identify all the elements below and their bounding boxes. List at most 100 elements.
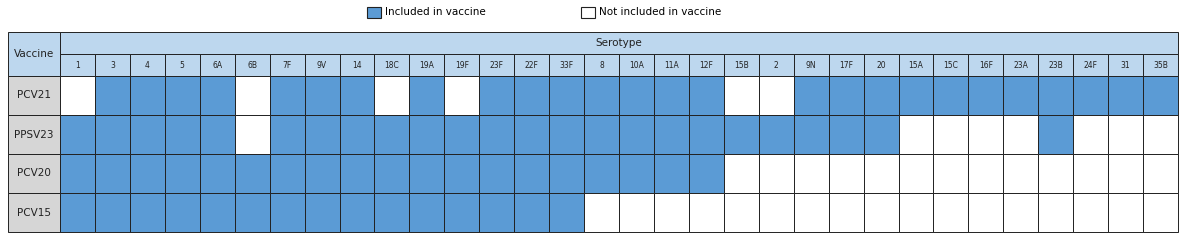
Bar <box>1108 154 1144 193</box>
Text: 6B: 6B <box>248 60 257 69</box>
Text: 19A: 19A <box>419 60 434 69</box>
Bar <box>305 154 339 193</box>
Bar <box>934 115 968 154</box>
Text: 24F: 24F <box>1083 60 1097 69</box>
Bar <box>828 115 864 154</box>
Text: 11A: 11A <box>664 60 679 69</box>
Bar <box>514 54 549 76</box>
Bar <box>339 76 374 115</box>
Text: 1: 1 <box>75 60 79 69</box>
Bar <box>1144 54 1178 76</box>
Bar <box>898 115 934 154</box>
Bar <box>1004 154 1038 193</box>
Bar <box>934 154 968 193</box>
Bar <box>1038 154 1074 193</box>
Text: 3: 3 <box>110 60 115 69</box>
Bar <box>619 154 654 193</box>
Bar <box>619 193 654 232</box>
Bar <box>584 115 619 154</box>
Text: PCV21: PCV21 <box>17 91 51 100</box>
Bar <box>619 115 654 154</box>
Bar <box>619 54 654 76</box>
Text: 14: 14 <box>352 60 361 69</box>
Bar <box>1108 193 1144 232</box>
Bar <box>549 115 584 154</box>
Bar <box>968 54 1004 76</box>
Bar <box>1108 115 1144 154</box>
Text: 4: 4 <box>145 60 149 69</box>
Bar <box>200 154 235 193</box>
Bar <box>479 54 514 76</box>
Bar <box>549 54 584 76</box>
Bar <box>1144 154 1178 193</box>
Bar <box>374 193 409 232</box>
Bar <box>828 193 864 232</box>
Bar <box>968 193 1004 232</box>
Bar <box>305 193 339 232</box>
Bar <box>934 76 968 115</box>
Text: 23F: 23F <box>489 60 504 69</box>
Bar <box>270 193 305 232</box>
Text: Included in vaccine: Included in vaccine <box>385 7 486 17</box>
Text: PCV15: PCV15 <box>17 208 51 218</box>
Bar <box>165 54 200 76</box>
Bar <box>514 154 549 193</box>
Bar <box>1144 115 1178 154</box>
Bar <box>1074 154 1108 193</box>
Bar <box>581 6 595 18</box>
Bar <box>898 193 934 232</box>
Bar <box>758 154 794 193</box>
Bar <box>409 154 444 193</box>
Bar <box>584 76 619 115</box>
Bar <box>8 154 60 193</box>
Bar <box>758 193 794 232</box>
Text: 22F: 22F <box>525 60 539 69</box>
Bar <box>1108 54 1144 76</box>
Bar <box>898 154 934 193</box>
Bar <box>968 154 1004 193</box>
Bar <box>8 76 60 115</box>
Text: 17F: 17F <box>839 60 853 69</box>
Bar <box>444 115 479 154</box>
Text: 35B: 35B <box>1153 60 1168 69</box>
Text: 20: 20 <box>876 60 886 69</box>
Text: Not included in vaccine: Not included in vaccine <box>598 7 720 17</box>
Bar <box>1004 76 1038 115</box>
Bar <box>95 154 130 193</box>
Text: 2: 2 <box>774 60 779 69</box>
Bar <box>374 54 409 76</box>
Bar <box>130 76 165 115</box>
Text: 10A: 10A <box>629 60 643 69</box>
Bar <box>444 54 479 76</box>
Text: 7F: 7F <box>282 60 292 69</box>
Bar <box>724 76 758 115</box>
Bar <box>200 54 235 76</box>
Bar <box>688 54 724 76</box>
Bar <box>165 193 200 232</box>
Bar <box>794 115 828 154</box>
Bar <box>60 115 95 154</box>
Text: 6A: 6A <box>212 60 223 69</box>
Bar <box>270 76 305 115</box>
Bar <box>1004 54 1038 76</box>
Bar <box>235 193 270 232</box>
Bar <box>688 193 724 232</box>
Bar <box>444 193 479 232</box>
Text: 31: 31 <box>1121 60 1130 69</box>
Bar <box>60 32 1178 54</box>
Text: 16F: 16F <box>979 60 993 69</box>
Bar <box>200 115 235 154</box>
Bar <box>409 115 444 154</box>
Bar <box>270 115 305 154</box>
Bar <box>235 154 270 193</box>
Bar <box>374 76 409 115</box>
Text: 9N: 9N <box>806 60 816 69</box>
Bar <box>270 154 305 193</box>
Bar <box>60 54 95 76</box>
Bar <box>305 115 339 154</box>
Text: 18C: 18C <box>384 60 399 69</box>
Bar <box>270 54 305 76</box>
Bar <box>1038 115 1074 154</box>
Bar <box>584 193 619 232</box>
Bar <box>8 32 60 76</box>
